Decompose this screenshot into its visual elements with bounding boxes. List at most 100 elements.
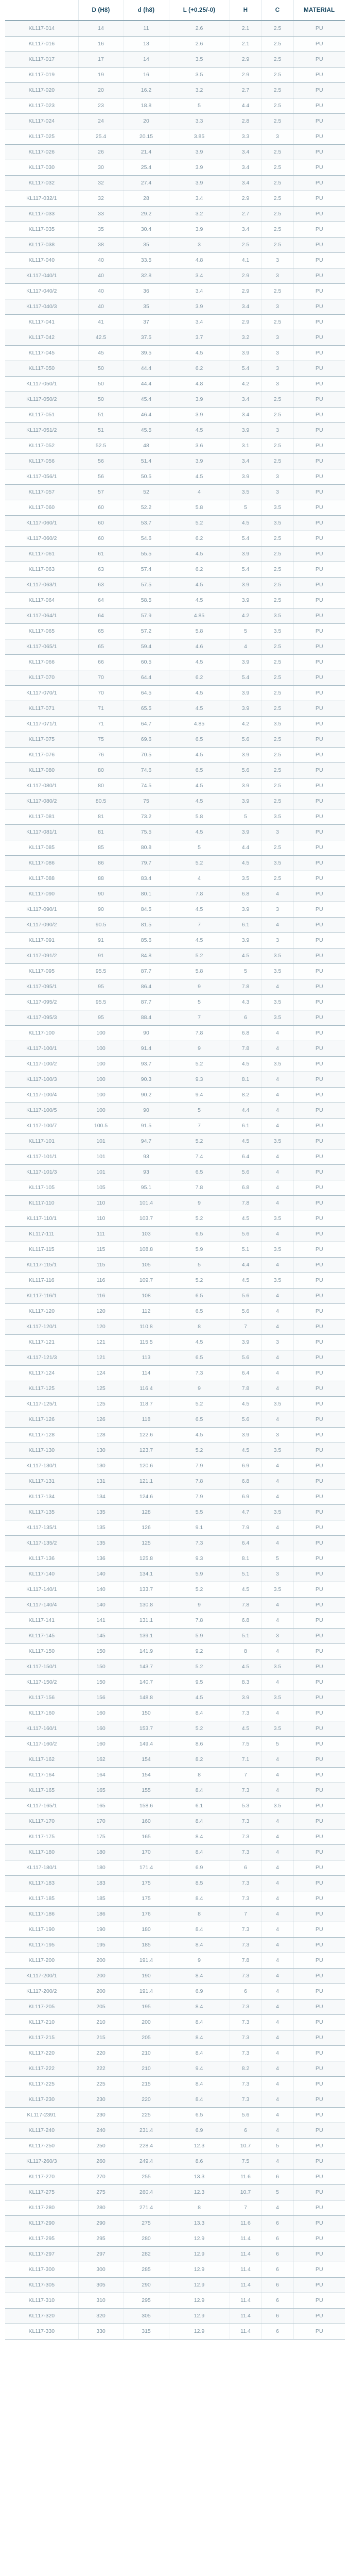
cell-dimension-C: 4 — [261, 1906, 293, 1922]
cell-dimension-L: 3.5 — [168, 52, 230, 67]
cell-material: PU — [293, 1783, 345, 1799]
cell-dimension-C: 3.5 — [261, 608, 293, 624]
cell-material: PU — [293, 732, 345, 748]
cell-part-number: KL117-320 — [5, 2308, 78, 2324]
cell-dimension-L: 5.2 — [168, 1721, 230, 1737]
cell-dimension-D: 135 — [78, 1520, 124, 1536]
product-specification-table: D (H8) d (h8) L (+0.25/-0) H C MATERIAL … — [5, 0, 345, 2340]
table-row: KL117-086 86 79.7 5.2 4.5 3.5 PU — [5, 855, 345, 871]
cell-dimension-L: 3.3 — [168, 113, 230, 129]
cell-dimension-D: 121 — [78, 1334, 124, 1350]
cell-dimension-C: 2.5 — [261, 762, 293, 778]
cell-part-number: KL117-130/1 — [5, 1458, 78, 1474]
cell-dimension-D: 195 — [78, 1937, 124, 1953]
cell-dimension-H: 4.5 — [229, 1056, 261, 1072]
cell-dimension-L: 3.9 — [168, 160, 230, 176]
cell-part-number: KL117-032/1 — [5, 191, 78, 207]
cell-dimension-H: 3.5 — [229, 484, 261, 500]
cell-dimension-C: 4 — [261, 1319, 293, 1335]
cell-dimension-L: 7.4 — [168, 1149, 230, 1165]
cell-dimension-D: 270 — [78, 2169, 124, 2185]
cell-part-number: KL117-280 — [5, 2200, 78, 2216]
cell-dimension-C: 4 — [261, 2154, 293, 2170]
cell-dimension-d: 20.15 — [123, 129, 169, 145]
table-row: KL117-060 60 52.2 5.8 5 3.5 PU — [5, 500, 345, 516]
table-row: KL117-060/2 60 54.6 6.2 5.4 2.5 PU — [5, 531, 345, 547]
cell-dimension-C: 3 — [261, 1334, 293, 1350]
cell-dimension-L: 8.4 — [168, 1829, 230, 1845]
cell-dimension-d: 255 — [123, 2169, 169, 2185]
cell-dimension-L: 5 — [168, 840, 230, 856]
table-row: KL117-101/3 101 93 6.5 5.6 4 PU — [5, 1164, 345, 1180]
table-row: KL117-045 45 39.5 4.5 3.9 3 PU — [5, 345, 345, 361]
cell-part-number: KL117-080/2 — [5, 793, 78, 809]
cell-dimension-H: 7.1 — [229, 1752, 261, 1768]
cell-dimension-C: 4 — [261, 1087, 293, 1103]
cell-part-number: KL117-135/2 — [5, 1535, 78, 1551]
cell-material: PU — [293, 1566, 345, 1582]
cell-dimension-d: 148.8 — [123, 1690, 169, 1706]
cell-part-number: KL117-056 — [5, 453, 78, 469]
cell-dimension-C: 4 — [261, 2030, 293, 2046]
cell-dimension-d: 39.5 — [123, 345, 169, 361]
table-row: KL117-130 130 123.7 5.2 4.5 3.5 PU — [5, 1443, 345, 1459]
table-row: KL117-126 126 118 6.5 5.6 4 PU — [5, 1412, 345, 1428]
cell-dimension-d: 210 — [123, 2061, 169, 2077]
cell-dimension-d: 46.4 — [123, 407, 169, 423]
cell-dimension-C: 3 — [261, 268, 293, 284]
cell-dimension-L: 4.5 — [168, 592, 230, 608]
cell-dimension-C: 2.5 — [261, 732, 293, 748]
cell-dimension-L: 5.9 — [168, 1242, 230, 1258]
cell-material: PU — [293, 2169, 345, 2185]
cell-dimension-D: 165 — [78, 1798, 124, 1814]
cell-dimension-C: 4 — [261, 1103, 293, 1118]
table-row: KL117-295 295 280 12.9 11.4 6 PU — [5, 2231, 345, 2247]
table-row: KL117-101/1 101 93 7.4 6.4 4 PU — [5, 1149, 345, 1165]
cell-dimension-L: 4.5 — [168, 747, 230, 763]
cell-dimension-L: 5.2 — [168, 1133, 230, 1149]
cell-material: PU — [293, 793, 345, 809]
cell-dimension-L: 12.9 — [168, 2231, 230, 2247]
cell-material: PU — [293, 113, 345, 129]
cell-part-number: KL117-095/2 — [5, 994, 78, 1010]
table-row: KL117-052 52.5 48 3.6 3.1 2.5 PU — [5, 438, 345, 454]
cell-dimension-C: 2.5 — [261, 21, 293, 37]
cell-dimension-C: 2.5 — [261, 685, 293, 701]
cell-dimension-D: 297 — [78, 2246, 124, 2262]
cell-dimension-C: 3 — [261, 345, 293, 361]
cell-part-number: KL117-060 — [5, 500, 78, 516]
cell-dimension-L: 6.2 — [168, 361, 230, 377]
cell-dimension-D: 101 — [78, 1164, 124, 1180]
cell-dimension-d: 228.4 — [123, 2138, 169, 2154]
cell-dimension-L: 4.5 — [168, 933, 230, 948]
table-row: KL117-120 120 112 6.5 5.6 4 PU — [5, 1303, 345, 1319]
cell-dimension-C: 3.5 — [261, 1443, 293, 1459]
cell-dimension-H: 7.3 — [229, 1891, 261, 1907]
table-row: KL117-095/1 95 86.4 9 7.8 4 PU — [5, 979, 345, 995]
cell-dimension-d: 18.8 — [123, 98, 169, 114]
cell-dimension-D: 90 — [78, 886, 124, 902]
cell-dimension-L: 12.3 — [168, 2138, 230, 2154]
cell-dimension-d: 158.6 — [123, 1798, 169, 1814]
cell-part-number: KL117-088 — [5, 871, 78, 887]
table-row: KL117-320 320 305 12.9 11.4 6 PU — [5, 2308, 345, 2324]
cell-dimension-L: 8 — [168, 1906, 230, 1922]
cell-dimension-D: 101 — [78, 1149, 124, 1165]
cell-dimension-H: 7.5 — [229, 1736, 261, 1752]
cell-dimension-C: 4 — [261, 1860, 293, 1876]
cell-dimension-H: 4.7 — [229, 1504, 261, 1520]
cell-material: PU — [293, 1535, 345, 1551]
cell-dimension-H: 4.2 — [229, 608, 261, 624]
column-header-d-h8-small: d (h8) — [123, 0, 169, 21]
cell-dimension-d: 45.4 — [123, 392, 169, 408]
table-row: KL117-056/1 56 50.5 4.5 3.9 3 PU — [5, 469, 345, 485]
cell-part-number: KL117-200/2 — [5, 1984, 78, 1999]
table-row: KL117-030 30 25.4 3.9 3.4 2.5 PU — [5, 160, 345, 176]
cell-material: PU — [293, 1875, 345, 1891]
cell-dimension-C: 4 — [261, 917, 293, 933]
table-row: KL117-060/1 60 53.7 5.2 4.5 3.5 PU — [5, 515, 345, 531]
cell-dimension-H: 6.1 — [229, 1118, 261, 1134]
header-row: D (H8) d (h8) L (+0.25/-0) H C MATERIAL — [5, 0, 345, 21]
cell-material: PU — [293, 948, 345, 964]
cell-dimension-D: 222 — [78, 2061, 124, 2077]
